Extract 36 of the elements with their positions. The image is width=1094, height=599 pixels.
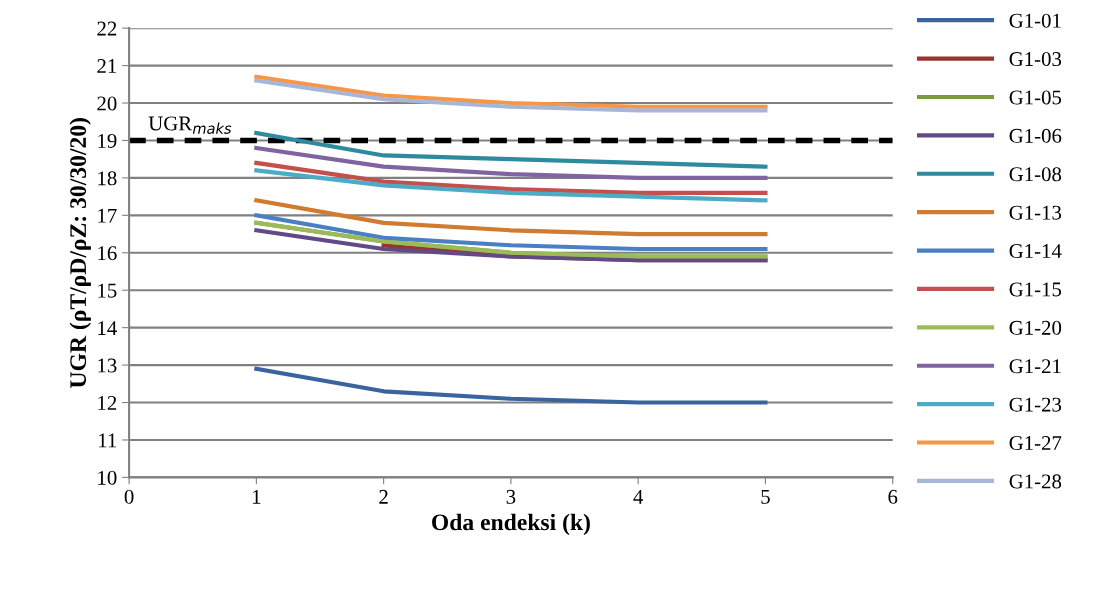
y-tick-label: 18 — [98, 171, 117, 186]
legend-label: G1-21 — [1009, 359, 1061, 374]
legend-label: G1-27 — [1009, 436, 1062, 451]
x-tick-label: 4 — [633, 489, 644, 504]
y-tick-label: 19 — [98, 133, 117, 148]
legend-label: G1-05 — [1009, 90, 1062, 105]
y-tick-label: 16 — [98, 246, 117, 261]
x-tick-label: 0 — [124, 489, 134, 504]
y-tick-label: 22 — [97, 21, 117, 36]
legend-label: G1-20 — [1009, 320, 1062, 335]
x-tick-label: 5 — [761, 490, 770, 504]
y-tick-label: 10 — [98, 470, 117, 485]
legend-label: G1-14 — [1009, 244, 1062, 259]
legend-label: G1-23 — [1009, 397, 1062, 412]
y-tick-label: 12 — [98, 395, 117, 410]
y-tick-label: 15 — [98, 283, 117, 298]
y-tick-label: 11 — [99, 433, 117, 448]
legend-label: G1-13 — [1009, 205, 1062, 220]
x-tick-label: 3 — [506, 489, 516, 504]
ref-line-label: UGR$_{maks}$ — [148, 116, 232, 134]
y-tick-label: 21 — [97, 59, 117, 73]
y-tick-label: 14 — [98, 321, 117, 335]
legend-label: G1-03 — [1009, 52, 1062, 67]
legend-label: G1-01 — [1009, 13, 1061, 28]
x-tick-label: 2 — [379, 489, 388, 504]
y-tick-label: 20 — [97, 96, 117, 111]
y-axis-title: UGR (ρT/ρD/ρZ: 30/30/20) — [69, 118, 91, 388]
legend-label: G1-06 — [1009, 128, 1062, 143]
x-tick-label: 1 — [252, 489, 261, 504]
legend-label: G1-28 — [1009, 474, 1062, 489]
y-tick-label: 17 — [98, 208, 117, 223]
x-tick-label: 6 — [888, 489, 898, 504]
y-tick-label: 13 — [98, 358, 117, 373]
legend-label: G1-15 — [1009, 282, 1062, 297]
legend-label: G1-08 — [1009, 167, 1062, 182]
x-axis-title: Oda endeksi (k) — [432, 513, 590, 536]
